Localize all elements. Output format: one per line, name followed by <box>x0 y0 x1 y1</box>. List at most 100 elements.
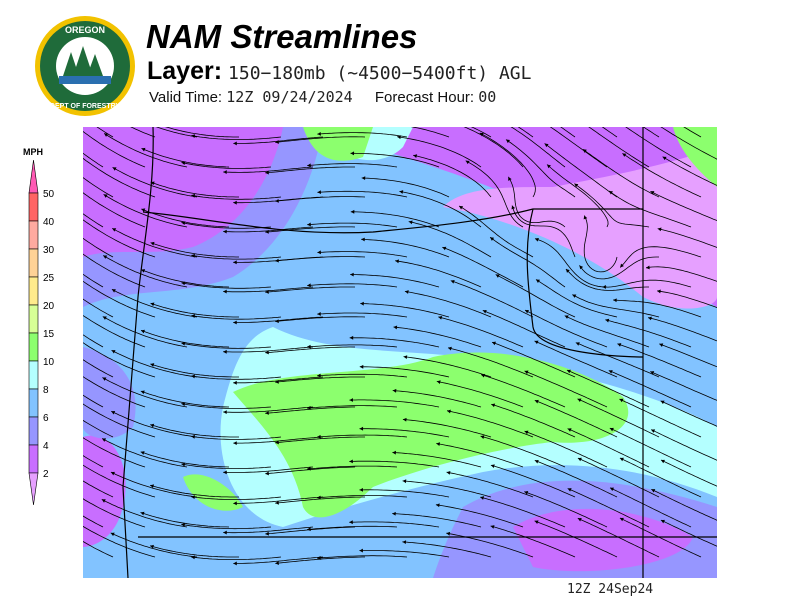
streamline <box>660 519 717 547</box>
streamline-arrowhead <box>660 519 665 524</box>
streamline-arrowhead <box>359 487 363 492</box>
streamline-arrowhead <box>141 208 146 213</box>
streamline <box>546 164 609 228</box>
streamline <box>602 279 692 288</box>
streamline-arrowhead <box>191 495 195 500</box>
legend-tick: 8 <box>43 385 49 396</box>
streamline <box>534 400 618 438</box>
streamline <box>83 219 156 258</box>
streamline-arrowhead <box>307 527 311 532</box>
streamline-arrowhead <box>619 457 624 462</box>
streamline <box>83 541 114 558</box>
streamline <box>307 283 398 288</box>
streamline <box>83 480 114 498</box>
streamline <box>651 488 717 521</box>
streamline-arrowhead <box>613 298 617 303</box>
streamline <box>359 428 450 438</box>
streamline <box>410 127 450 138</box>
streamline-arrowhead <box>536 279 541 284</box>
streamline <box>101 438 188 468</box>
streamline-arrowhead <box>181 281 186 286</box>
streamline-arrowhead <box>662 156 667 161</box>
streamline <box>438 316 524 348</box>
streamline <box>534 520 618 558</box>
streamline-arrowhead <box>112 228 117 232</box>
streamline-arrowhead <box>317 495 321 500</box>
streamline-arrowhead <box>265 289 269 294</box>
streamline-arrowhead <box>492 341 496 346</box>
streamline-arrowhead <box>402 417 407 422</box>
streamline-arrowhead <box>275 379 279 384</box>
streamline-arrowhead <box>265 411 269 415</box>
streamline-arrowhead <box>534 238 539 242</box>
streamline-arrowhead <box>223 170 227 175</box>
legend-tick: 25 <box>43 273 55 284</box>
valid-time-label: Valid Time: <box>149 89 223 106</box>
streamline <box>359 550 450 558</box>
streamline-arrowhead <box>575 342 580 346</box>
streamline-arrowhead <box>508 176 512 181</box>
streamline-arrowhead <box>233 200 237 205</box>
legend-tick: 50 <box>43 189 55 200</box>
streamline <box>588 127 650 168</box>
streamline-arrowhead <box>181 161 186 166</box>
streamline-arrowhead <box>459 206 464 210</box>
streamline-arrowhead <box>275 561 279 565</box>
streamline <box>181 524 272 530</box>
streamline <box>465 160 524 228</box>
streamline <box>650 429 717 461</box>
streamline-arrowhead <box>317 373 321 378</box>
streamline-arrowhead <box>150 363 155 367</box>
streamline <box>111 288 198 318</box>
streamline-arrowhead <box>103 194 108 198</box>
streamline <box>111 349 198 378</box>
streamline <box>275 316 366 322</box>
streamline-arrowhead <box>110 532 115 537</box>
streamline <box>490 464 576 498</box>
streamline <box>233 496 324 504</box>
streamline-arrowhead <box>359 426 364 431</box>
streamline <box>577 457 660 498</box>
streamline <box>402 541 492 558</box>
streamline-arrowhead <box>438 315 443 320</box>
streamline <box>359 489 450 498</box>
streamline <box>436 381 524 408</box>
streamline <box>489 236 566 288</box>
streamline-arrowhead <box>223 349 227 354</box>
streamline <box>317 495 408 499</box>
legend-tick: 30 <box>43 245 55 256</box>
streamline <box>83 419 114 438</box>
streamline-arrowhead <box>141 147 146 152</box>
streamline <box>83 455 104 468</box>
streamline <box>572 294 660 318</box>
streamline <box>83 437 146 468</box>
streamline <box>181 463 272 470</box>
streamline-arrowhead <box>102 377 107 381</box>
streamline-arrowhead <box>349 335 354 340</box>
streamline <box>83 464 156 498</box>
streamline <box>683 127 702 138</box>
streamline <box>577 398 660 438</box>
streamline-arrowhead <box>524 491 529 495</box>
streamline-arrowhead <box>397 135 401 140</box>
streamline <box>83 273 104 288</box>
streamline-arrowhead <box>191 253 196 258</box>
streamline <box>83 157 156 198</box>
legend-swatch-6-8 <box>28 388 39 418</box>
streamline <box>567 488 650 528</box>
streamline <box>83 376 146 408</box>
layer-info: Layer: 150−180mb (~4500−5400ft) AGL <box>147 57 531 86</box>
streamline-arrowhead <box>101 499 106 503</box>
streamline <box>479 132 536 198</box>
streamline <box>83 359 114 378</box>
streamline-arrowhead <box>102 438 107 442</box>
streamline <box>480 374 566 408</box>
streamline-arrowhead <box>233 141 237 146</box>
streamline <box>103 255 188 288</box>
legend-tick: 40 <box>43 217 55 228</box>
streamline <box>103 133 188 168</box>
streamline <box>491 403 576 438</box>
streamline <box>83 498 146 528</box>
streamline <box>181 162 272 169</box>
streamline-arrowhead <box>275 258 279 263</box>
